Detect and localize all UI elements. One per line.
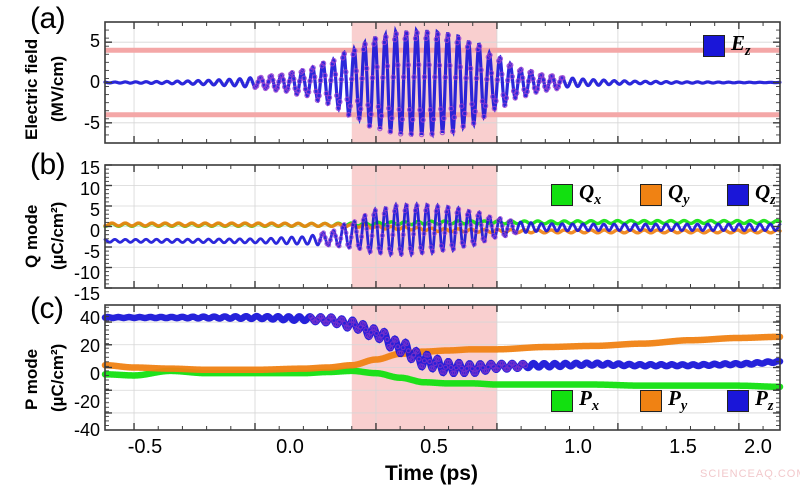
ytick-a-1: 0 <box>89 72 100 92</box>
legend-swatch-py <box>640 389 662 412</box>
ytick-b-3: 0 <box>89 221 100 241</box>
xaxis-title: Time (ps) <box>385 462 478 485</box>
ytick-b-1: 10 <box>79 179 100 199</box>
watermark: SCIENCEAQ.COM <box>700 468 800 480</box>
series-Ez-markers <box>252 30 566 138</box>
ytick-b-5: -10 <box>73 263 100 283</box>
legend-c-py: Py <box>640 386 687 415</box>
ytick-a-0: 5 <box>89 31 100 51</box>
ytick-a-2: -5 <box>83 113 100 133</box>
legend-a-ez: Ez <box>703 31 751 60</box>
ylabel-a-line1: Electric field <box>22 38 41 140</box>
xtick-2: 0.5 <box>420 436 448 458</box>
ytick-b-4: -5 <box>83 242 100 262</box>
legend-swatch-qz <box>727 183 749 206</box>
series-Q_z-markers <box>317 203 519 257</box>
ytick-c-3: -20 <box>73 392 100 412</box>
panel-letter-a: (a) <box>30 2 66 35</box>
ytick-c-2: 0 <box>89 364 100 384</box>
legend-label-qy: Qy <box>668 180 690 209</box>
legend-label-qx: Qx <box>579 180 602 209</box>
series-P_z-markers <box>308 314 529 376</box>
ytick-c-1: 20 <box>79 336 100 356</box>
legend-b-qy: Qy <box>640 180 690 209</box>
xtick-0: -0.5 <box>127 436 163 458</box>
legend-swatch-qx <box>551 183 573 206</box>
legend-swatch-ez <box>703 34 725 57</box>
legend-c-pz: Pz <box>727 386 773 415</box>
legend-label-pz: Pz <box>755 386 774 415</box>
legend-label-ez: Ez <box>731 31 751 60</box>
ytick-b-2: 5 <box>89 200 100 220</box>
xtick-3: 1.0 <box>564 436 592 458</box>
series-Q_z <box>103 201 782 258</box>
legend-b-qx: Qx <box>551 180 601 209</box>
legend-swatch-qy <box>640 183 662 206</box>
ytick-c-0: 40 <box>79 308 100 328</box>
panel-letter-b: (b) <box>30 148 66 181</box>
legend-label-qz: Qz <box>755 180 776 209</box>
legend-label-py: Py <box>668 386 688 415</box>
legend-c-px: Px <box>551 386 599 415</box>
xtick-5: 2.0 <box>744 436 772 458</box>
xtick-1: 0.0 <box>276 436 304 458</box>
legend-swatch-px <box>551 389 573 412</box>
series-P_y <box>101 333 784 374</box>
ytick-c-4: -40 <box>73 420 100 440</box>
panel-letter-c: (c) <box>30 292 64 325</box>
legend-swatch-pz <box>727 389 749 412</box>
series-P_x <box>101 367 784 391</box>
series-Ez <box>103 25 782 139</box>
legend-b-qz: Qz <box>727 180 776 209</box>
ytick-b-0: 15 <box>79 158 100 178</box>
legend-label-px: Px <box>579 386 599 415</box>
ytick-b-6: -15 <box>73 284 100 304</box>
xtick-4: 1.5 <box>669 436 697 458</box>
ylabel-b-line1: Q mode <box>22 204 41 268</box>
series-Q_y <box>103 221 782 235</box>
ylabel-c-line1: P mode <box>22 348 41 410</box>
